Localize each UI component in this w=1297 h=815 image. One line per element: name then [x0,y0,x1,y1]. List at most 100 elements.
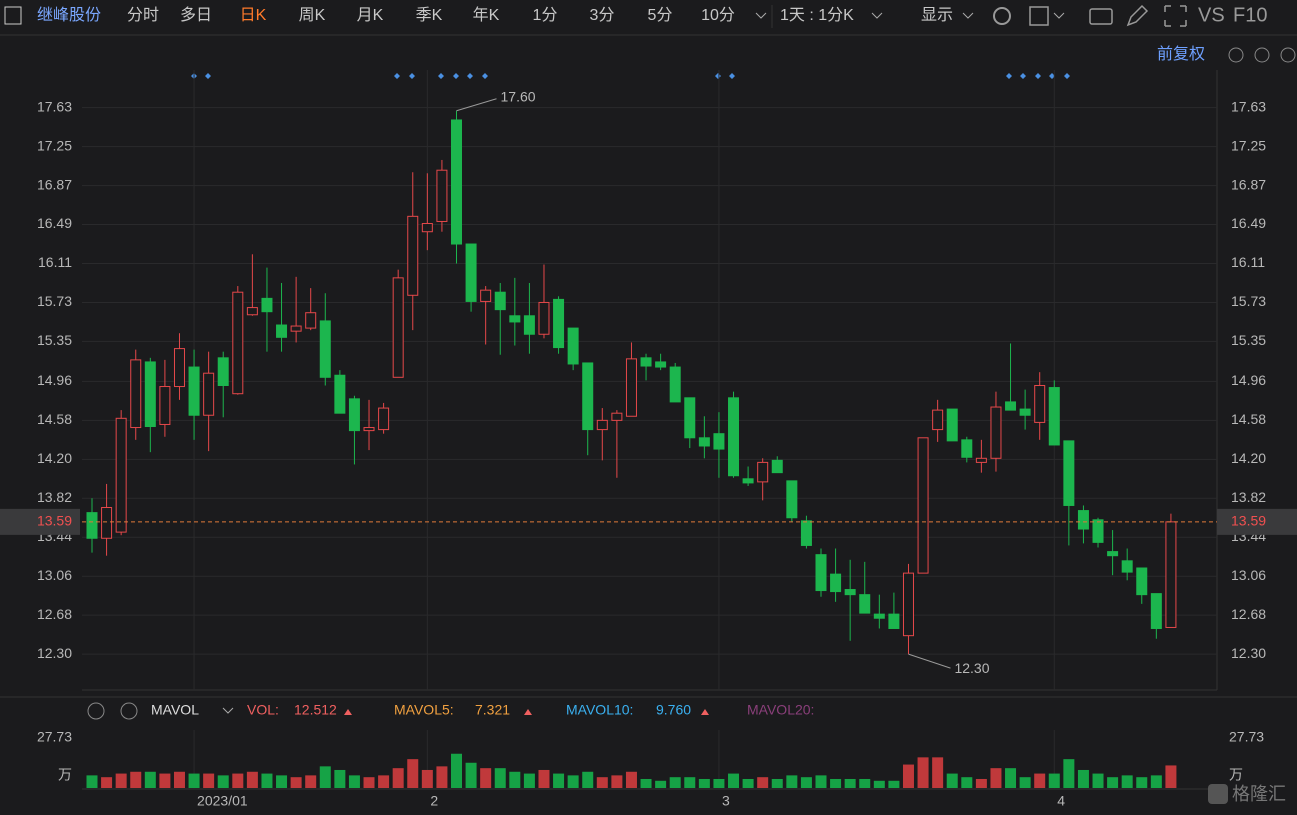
candle-body [159,386,171,425]
volume-bar [348,775,360,788]
volume-bar [830,778,842,788]
candle-body [203,372,215,416]
y-tick-label: 12.68 [1231,606,1266,622]
volume-bar [961,777,973,788]
candle-body [859,594,871,614]
volume-unit: 万 [58,767,72,783]
annotation-leader [456,98,497,112]
volume-bar [465,762,477,788]
candle-body [830,573,842,593]
adjust[interactable]: 前复权 [1157,45,1205,63]
tab[interactable]: 5分 [648,6,673,24]
price-tag [1217,508,1297,535]
volume-bar [159,773,171,788]
volume-bar [319,766,331,788]
y-tick-label: 13.06 [1231,567,1266,583]
tab[interactable]: 分时 [127,6,159,24]
zoom-out[interactable] [1254,47,1270,63]
tab[interactable]: 年K [473,6,500,24]
candle-body [946,408,958,442]
volume-bar [786,775,798,788]
x-tick-label: 2 [430,793,438,809]
volume-bar [246,771,258,788]
candle-body [494,291,506,311]
vs[interactable]: VS [1198,4,1225,26]
display[interactable]: 显示 [921,7,953,24]
pen-icon[interactable] [1126,4,1149,27]
x-tick-label: 2023/01 [197,793,248,809]
y-tick-label: 16.87 [37,176,72,192]
indicator[interactable]: MAVOL [151,702,199,718]
volume-bar [421,769,433,788]
period[interactable]: 1天 : 1分K [780,6,854,24]
volume-bar [203,773,215,788]
volume-bar [932,757,944,788]
candle-body [582,362,594,431]
settings-icon[interactable] [87,702,105,720]
candle-body [728,397,740,477]
stock-name[interactable]: 继峰股份 [37,6,101,24]
candle-body [815,554,827,592]
undo-icon[interactable] [1228,47,1244,63]
ma5-value: 7.321 [475,702,510,718]
chevron[interactable] [1053,12,1065,19]
y-tick-label: 15.35 [1231,332,1266,348]
tab[interactable]: 月K [357,7,384,24]
box-icon[interactable] [1029,6,1049,26]
volume-bar [1150,775,1162,788]
volume-bar [975,778,987,788]
volume-bar [859,778,871,788]
y-tick-label: 17.63 [1231,98,1266,114]
candle-body [713,433,725,450]
tab[interactable]: 多日 [180,6,212,24]
volume-tick-label: 27.73 [1229,729,1264,745]
tab[interactable]: 10分 [701,6,735,24]
chevron[interactable] [222,707,234,714]
candle-body [144,361,156,428]
candle-body [757,461,769,483]
y-tick-label: 14.20 [1231,450,1266,466]
candle-body [261,297,273,313]
f10[interactable]: F10 [1233,4,1267,26]
volume-bar [800,777,812,788]
chevron[interactable] [962,12,974,19]
tab[interactable]: 周K [299,7,326,24]
candle-body [217,357,229,387]
volume-bar [757,777,769,788]
candle-body [786,480,798,519]
candle-body [975,457,987,463]
tab[interactable]: 日K [240,7,267,24]
x-tick-label: 3 [722,793,730,809]
volume-unit: 万 [1229,767,1243,783]
tab[interactable]: 3分 [590,6,615,24]
tab[interactable]: 季K [416,6,443,24]
candle-body [465,243,477,302]
camera-icon[interactable] [1089,8,1113,25]
candle-body [611,412,623,421]
menu-icon[interactable] [4,6,22,25]
settings-icon[interactable] [993,7,1011,25]
close-icon[interactable] [120,702,138,720]
volume-bar [669,777,681,788]
zoom-in[interactable] [1280,47,1296,63]
candle-body [305,312,317,329]
y-tick-label: 16.49 [1231,215,1266,231]
volume-bar [305,775,317,788]
volume-bar [888,780,900,788]
y-tick-label: 14.96 [37,372,72,388]
chevron[interactable] [871,12,883,19]
expand-icon[interactable] [1164,5,1187,27]
candle-body [246,307,258,316]
y-tick-label: 13.82 [37,489,72,505]
tab[interactable]: 1分 [533,6,558,24]
candle-body [1092,519,1104,543]
volume-bar [173,771,185,788]
candle-body [480,289,492,302]
volume-bar [684,777,696,788]
volume-bar [1107,777,1119,788]
volume-bar [494,768,506,788]
chevron[interactable] [755,12,767,19]
y-tick-label: 13.82 [1231,489,1266,505]
